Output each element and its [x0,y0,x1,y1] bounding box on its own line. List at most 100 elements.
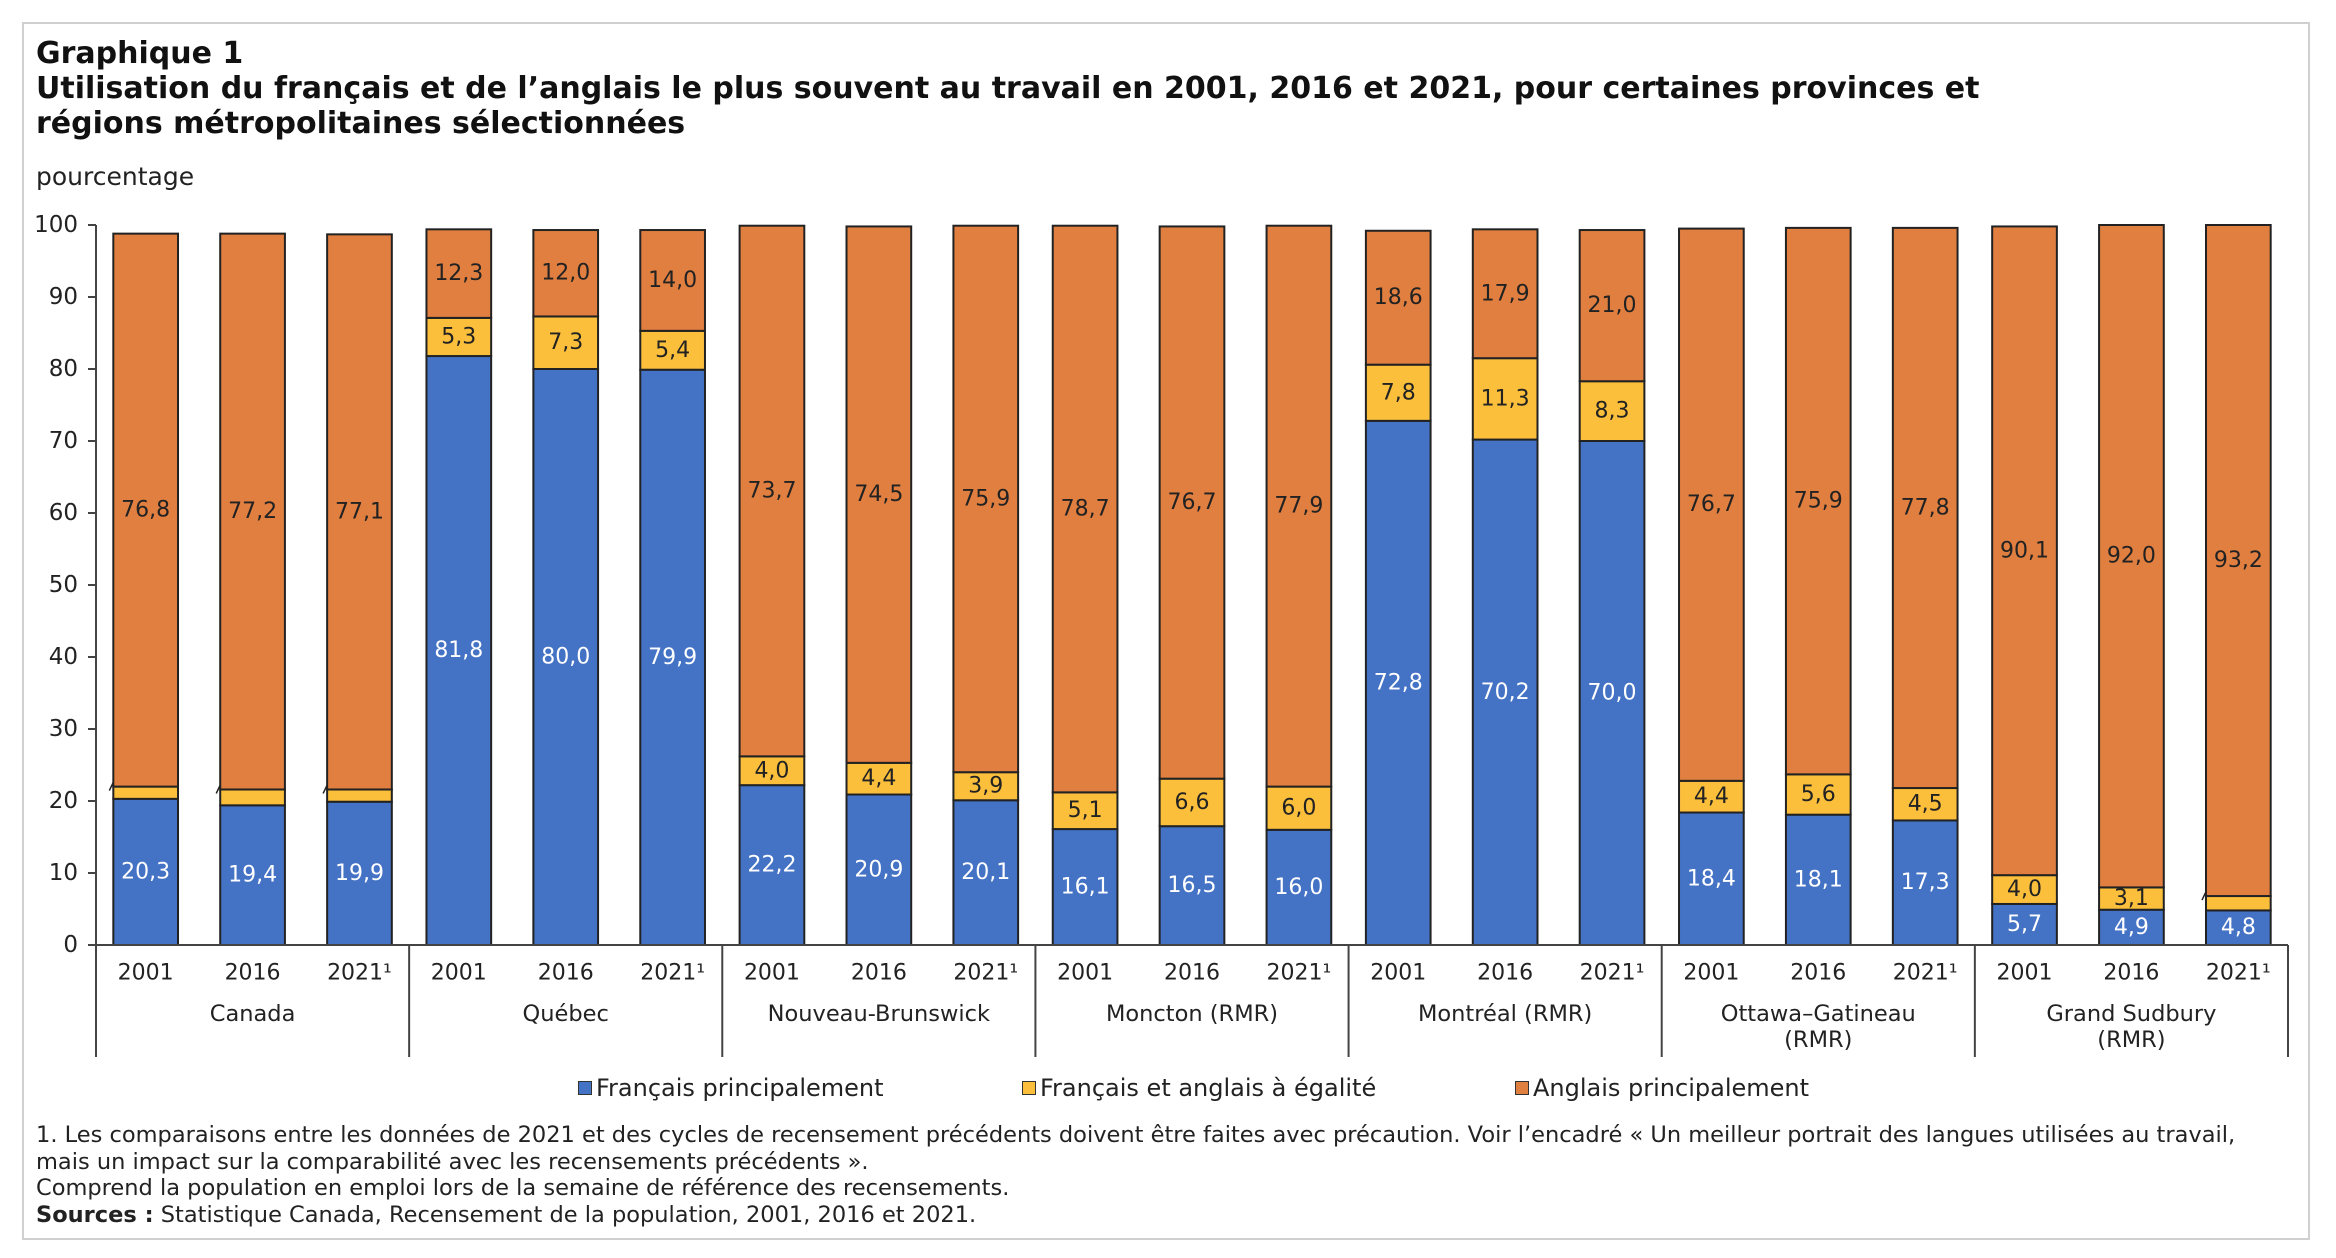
x-group-label: (RMR) [1784,1027,1852,1053]
data-label-anglais: 92,0 [2107,544,2156,569]
bar-segment-egalite [112,785,180,800]
bar-segment-anglais [1784,226,1852,776]
bar-segment-anglais [2204,224,2272,898]
bar-segment-anglais [532,229,600,318]
data-label-francais: 20,9 [854,857,903,882]
data-label-francais: 19,4 [228,863,277,888]
bar-segment-egalite [326,788,393,803]
bar-segment-francais [738,784,806,946]
x-group-label: Moncton (RMR) [1106,1001,1278,1027]
x-tick-label-year: 2021¹ [1267,961,1332,986]
data-label-francais: 70,2 [1481,680,1530,705]
data-label-anglais: 77,9 [1274,494,1323,519]
data-label-anglais: 75,9 [961,486,1010,511]
stacked-bar-chart: 010203040506070809010020,31,776,8200119,… [34,212,2289,1057]
bar-segment-anglais [738,224,806,758]
bar-segment-anglais [326,233,393,791]
data-label-francais: 4,8 [2221,915,2256,940]
chart-notes: 1. Les comparaisons entre les données de… [36,1122,2306,1228]
y-tick-label: 50 [49,572,78,598]
bar-segment-egalite [845,761,913,796]
x-tick-label-year: 2021¹ [640,961,705,986]
data-label-anglais: 12,0 [541,261,590,286]
x-tick-label-year: 2021¹ [1893,961,1958,986]
bar-segment-anglais [1471,228,1539,360]
data-label-anglais: 90,1 [2000,538,2049,563]
data-label-egalite: 4,5 [1908,792,1943,817]
sources-line: Sources : Statistique Canada, Recensemen… [36,1202,2306,1229]
x-tick-label-year: 2016 [2103,961,2159,986]
data-label-francais: 79,9 [648,645,697,670]
chart-legend: Français principalement Français et angl… [0,1074,2336,1114]
data-label-anglais: 12,3 [434,261,483,286]
x-tick-label-year: 2021¹ [1580,961,1645,986]
bar-segment-egalite [219,788,286,807]
data-label-francais: 72,8 [1374,670,1423,695]
data-label-egalite: 4,4 [861,766,896,791]
x-tick-label-year: 2016 [225,961,281,986]
data-label-egalite: 4,4 [1694,784,1729,809]
legend-item-anglais: Anglais principalement [1515,1074,1809,1102]
bar-segment-francais [1784,813,1852,946]
bar-segment-egalite [2204,895,2272,912]
data-label-anglais: 76,7 [1687,492,1736,517]
bar-segment-anglais [1051,224,1119,794]
data-label-francais: 81,8 [434,638,483,663]
x-tick-label-year: 2001 [118,961,174,986]
data-label-egalite: 5,3 [441,324,476,349]
data-label-egalite: 3,9 [968,774,1003,799]
bar-segment-egalite [1265,785,1333,831]
data-label-anglais: 77,1 [335,499,384,524]
data-label-egalite: 11,3 [1481,386,1530,411]
data-label-anglais: 77,2 [228,499,277,524]
y-tick-label: 90 [49,284,78,310]
data-label-anglais: 17,9 [1481,281,1530,306]
x-tick-label-year: 2016 [851,961,907,986]
x-tick-label-year: 2001 [1057,961,1113,986]
bar-segment-francais [639,368,706,947]
data-label-egalite: 4,0 [2007,877,2042,902]
legend-item-francais: Français principalement [578,1074,884,1102]
data-label-anglais: 77,8 [1901,495,1950,520]
data-label-anglais: 75,9 [1794,489,1843,514]
bar-segment-francais [1471,438,1539,946]
x-tick-label-year: 2001 [744,961,800,986]
bar-segment-francais [2098,908,2165,946]
data-label-egalite: 6,6 [1175,790,1210,815]
data-label-anglais: 14,0 [648,268,697,293]
data-label-anglais: 74,5 [854,482,903,507]
data-label-egalite: 3,1 [2114,886,2149,911]
legend-label-francais: Français principalement [596,1074,884,1102]
data-label-francais: 5,7 [2007,912,2042,937]
y-tick-label: 10 [49,860,78,886]
x-group-label: Grand Sudbury [2046,1001,2216,1027]
legend-swatch-anglais [1515,1081,1529,1095]
x-group-label: (RMR) [2097,1027,2165,1053]
bar-segment-francais [1051,828,1119,947]
data-label-anglais: 76,7 [1168,490,1217,515]
y-tick-label: 60 [49,500,78,526]
bar-segment-francais [1265,828,1333,946]
chart-title-line-1: Utilisation du français et de l’anglais … [36,71,1980,106]
data-label-egalite: 7,8 [1381,380,1416,405]
x-tick-label-year: 2001 [1997,961,2053,986]
data-label-egalite: 5,4 [655,338,690,363]
legend-label-anglais: Anglais principalement [1533,1074,1810,1102]
legend-swatch-egalite [1022,1081,1036,1095]
bar-segment-francais [1578,440,1646,946]
data-label-francais: 16,5 [1168,873,1217,898]
data-label-anglais: 73,7 [747,479,796,504]
x-tick-label-year: 2021¹ [2206,961,2271,986]
bar-segment-egalite [1678,779,1745,814]
data-label-egalite: 7,3 [548,330,583,355]
y-tick-label: 40 [49,644,78,670]
y-tick-label: 80 [49,356,78,382]
bar-segment-anglais [1578,229,1646,383]
data-label-egalite: 4,0 [754,758,789,783]
data-label-francais: 17,3 [1901,870,1950,895]
chart-title-line-2: régions métropolitaines sélectionnées [36,106,686,141]
data-label-anglais: 21,0 [1588,293,1637,318]
data-label-francais: 16,0 [1274,875,1323,900]
data-label-anglais: 78,7 [1061,497,1110,522]
data-label-anglais: 76,8 [121,498,170,523]
